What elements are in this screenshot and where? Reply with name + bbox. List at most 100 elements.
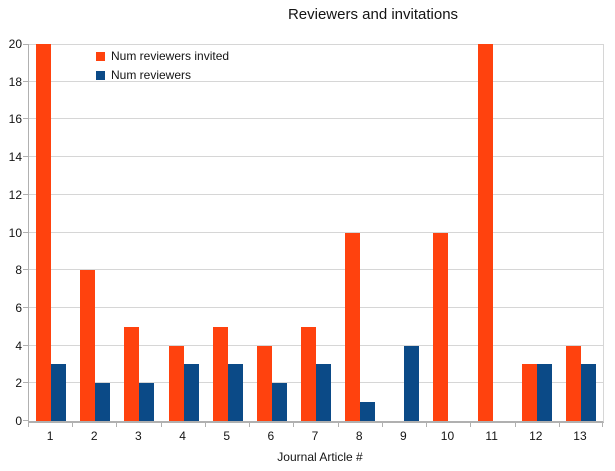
- gridline: [29, 231, 603, 233]
- x-axis-tick-label: 13: [573, 429, 587, 443]
- x-axis-tick-label: 11: [485, 429, 498, 443]
- x-axis-tick: [72, 423, 74, 427]
- gridline: [29, 193, 603, 195]
- y-axis-tick-label: 8: [15, 263, 22, 278]
- bar-num-reviewers: [360, 402, 376, 421]
- y-axis-tick-label: 16: [8, 112, 22, 127]
- bar-num-reviewers-invited: [80, 270, 96, 421]
- x-axis-ticks: [28, 423, 603, 427]
- gridline: [29, 80, 603, 82]
- bar-group: [294, 44, 338, 421]
- bar-group: [559, 44, 603, 421]
- bar-group: [73, 44, 117, 421]
- x-axis-tick: [426, 423, 428, 427]
- category-cell: [294, 44, 338, 421]
- y-axis-tick-label: 0: [15, 414, 22, 428]
- gridline: [29, 118, 603, 120]
- y-axis-tick: [23, 231, 28, 233]
- x-axis-tick: [470, 423, 472, 427]
- bar-group: [471, 44, 515, 421]
- bar-num-reviewers: [316, 364, 332, 421]
- gridline: [29, 269, 603, 271]
- y-axis-tick-label: 14: [8, 150, 22, 165]
- bar-group: [161, 44, 205, 421]
- bar-num-reviewers-invited: [345, 232, 361, 421]
- y-axis-tick: [23, 80, 28, 82]
- bar-group: [382, 44, 426, 421]
- chart-title: Reviewers and invitations: [287, 6, 459, 23]
- y-axis-tick-label: 10: [8, 225, 22, 240]
- category-cell: [117, 44, 161, 421]
- x-axis-tick-label: 9: [399, 429, 407, 443]
- x-axis-tick: [337, 423, 339, 427]
- bar-cells: [29, 44, 603, 421]
- bar-group: [29, 44, 73, 421]
- category-cell: [471, 44, 515, 421]
- y-axis-tick: [23, 382, 28, 384]
- y-axis-tick-label: 2: [15, 376, 22, 391]
- legend-label: Num reviewers invited: [111, 49, 230, 63]
- bar-num-reviewers-invited: [477, 44, 493, 421]
- x-axis-tick-label: 7: [311, 429, 319, 443]
- bar-num-reviewers-invited: [521, 364, 537, 421]
- x-axis-tick: [116, 423, 118, 427]
- bar-group: [250, 44, 294, 421]
- x-axis-tick-label: 3: [135, 429, 142, 443]
- category-cell: [206, 44, 250, 421]
- bar-num-reviewers: [139, 383, 155, 421]
- bar-num-reviewers-invited: [433, 232, 449, 421]
- bar-num-reviewers-invited: [168, 345, 184, 421]
- x-axis-tick: [558, 423, 560, 427]
- bar-num-reviewers: [227, 364, 243, 421]
- bar-group: [117, 44, 161, 421]
- bar-group: [338, 44, 382, 421]
- category-cell: [161, 44, 205, 421]
- bar-num-reviewers-invited: [301, 326, 317, 421]
- x-axis-tick: [28, 423, 29, 427]
- plot-area: [28, 44, 604, 423]
- y-axis-tick: [23, 156, 28, 158]
- y-axis-tick: [23, 118, 28, 120]
- bar-num-reviewers: [183, 364, 199, 421]
- y-axis-tick-label: 20: [8, 37, 22, 51]
- x-axis-tick: [204, 423, 206, 427]
- y-axis-tick-label: 12: [8, 187, 22, 202]
- legend-item: Num reviewers invited: [96, 49, 229, 63]
- x-axis-tick-label: 5: [223, 429, 231, 443]
- legend-item: Num reviewers: [96, 68, 229, 82]
- bar-num-reviewers: [536, 364, 552, 421]
- bar-num-reviewers: [271, 383, 287, 421]
- y-axis-tick: [23, 344, 28, 346]
- x-axis-tick-label: 10: [440, 429, 455, 443]
- x-axis-tick: [602, 423, 603, 427]
- y-axis-tick: [23, 306, 28, 308]
- bar-group: [206, 44, 250, 421]
- legend-label: Num reviewers: [111, 68, 192, 82]
- x-axis-tick-label: 6: [267, 429, 275, 443]
- bar-num-reviewers: [95, 383, 111, 421]
- x-axis-tick: [249, 423, 251, 427]
- bar-group: [515, 44, 559, 421]
- x-axis-title: Journal Article #: [277, 450, 363, 464]
- category-cell: [73, 44, 117, 421]
- category-cell: [338, 44, 382, 421]
- x-axis-tick-label: 2: [90, 429, 98, 443]
- x-axis-tick: [160, 423, 162, 427]
- bar-num-reviewers: [404, 345, 420, 421]
- category-cell: [29, 44, 73, 421]
- bar-num-reviewers-invited: [565, 345, 581, 421]
- x-axis-tick-label: 8: [355, 429, 363, 443]
- gridline: [29, 306, 603, 308]
- bar-num-reviewers-invited: [124, 326, 140, 421]
- x-axis-tick: [381, 423, 383, 427]
- legend-swatch-icon: [96, 51, 105, 61]
- bar-num-reviewers-invited: [256, 345, 272, 421]
- category-cell: [382, 44, 426, 421]
- bar-num-reviewers: [580, 364, 596, 421]
- y-axis-tick-label: 6: [15, 300, 22, 315]
- category-cell: [250, 44, 294, 421]
- bar-num-reviewers-invited: [36, 44, 52, 421]
- category-cell: [426, 44, 470, 421]
- y-axis-tick-label: 18: [8, 74, 22, 89]
- y-axis-labels: 0 2 4 6 8 10 12 14 16 18 20: [0, 37, 22, 428]
